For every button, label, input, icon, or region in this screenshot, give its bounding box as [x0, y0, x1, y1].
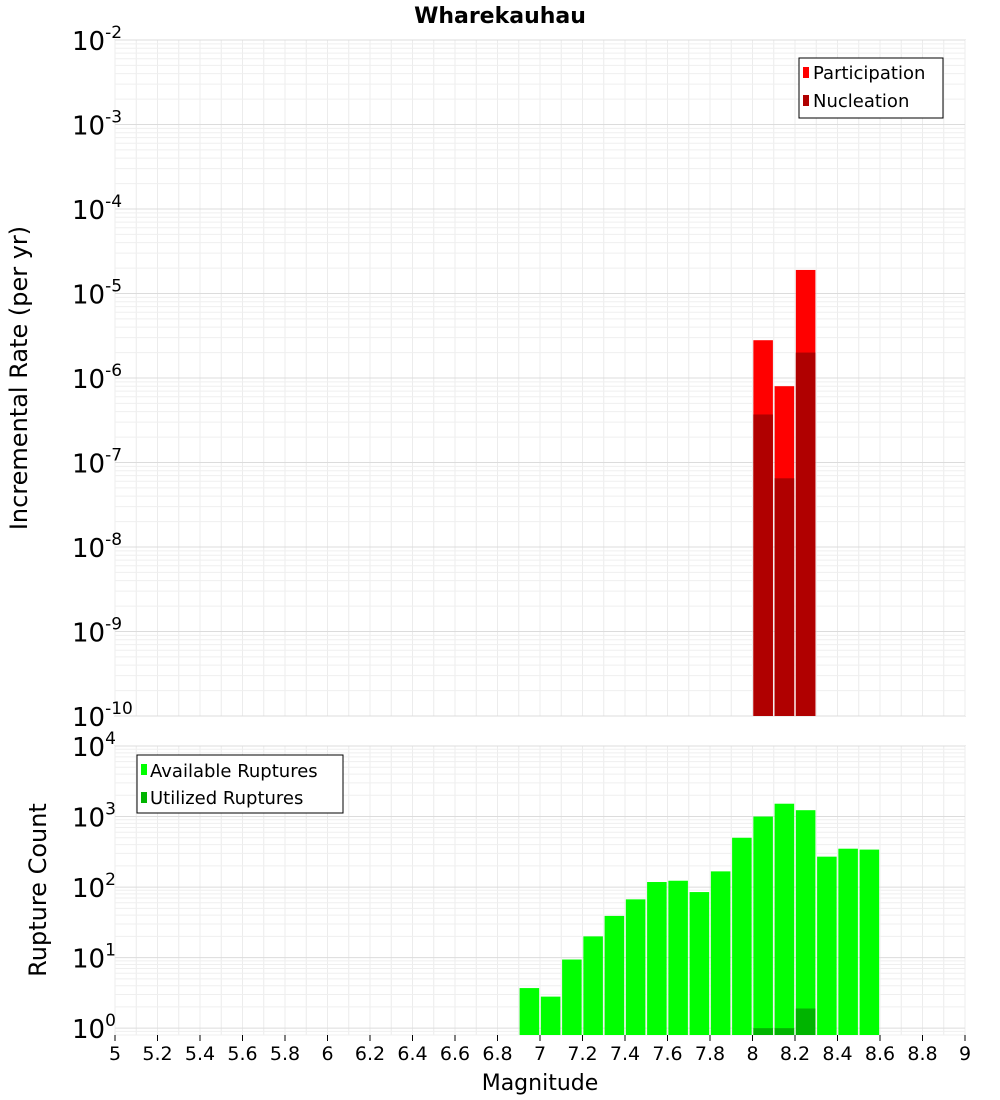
- legend-swatch-available: [141, 764, 147, 775]
- x-tick-label: 6.4: [397, 1043, 427, 1065]
- count-bar-a: [795, 810, 816, 1035]
- count-bars: [519, 803, 880, 1035]
- count-bar-a: [710, 871, 731, 1035]
- x-tick-label: 7.8: [695, 1043, 725, 1065]
- rate-bar-b: [795, 352, 816, 716]
- x-tick-label: 5.6: [227, 1043, 257, 1065]
- x-tick-label: 8: [746, 1043, 758, 1065]
- x-tick-label: 7.2: [567, 1043, 597, 1065]
- x-tick-label: 9: [959, 1043, 971, 1065]
- count-y-axis-label: Rupture Count: [24, 803, 52, 977]
- x-tick-label: 8.6: [865, 1043, 895, 1065]
- x-tick-label: 7: [534, 1043, 546, 1065]
- y-tick-label: 10-10: [72, 699, 133, 733]
- x-tick-label: 7.4: [610, 1043, 640, 1065]
- count-bar-b: [774, 1028, 795, 1035]
- rate-y-axis-label: Incremental Rate (per yr): [5, 226, 33, 530]
- y-tick-label: 102: [72, 870, 116, 904]
- count-bar-a: [817, 856, 837, 1035]
- count-legend-box: [136, 754, 344, 814]
- x-tick-label: 8.4: [822, 1043, 852, 1065]
- count-bar-a: [540, 996, 561, 1035]
- x-tick-labels: 5 5.2 5.4 5.6 5.8 6 6.2 6.4 6.6 6.8 7 7.2 7.4 7.6 7.8 8…: [109, 1035, 971, 1065]
- count-y-tick-labels: 100 101 102 103 104: [72, 729, 116, 1045]
- x-tick-label: 7.6: [652, 1043, 682, 1065]
- x-tick-label: 5.8: [270, 1043, 300, 1065]
- y-tick-label: 10-9: [72, 615, 122, 649]
- rate-gridlines: [114, 39, 966, 717]
- rate-panel: 10-10 10-9 10-8 10-7 10-6 10-5 10-4 10-3 10-2 In…: [5, 23, 966, 733]
- count-bar-a: [732, 837, 752, 1035]
- rate-bars: [753, 269, 816, 716]
- y-tick-label: 101: [72, 941, 116, 975]
- count-bar-a: [668, 880, 688, 1035]
- legend-label-nucleation: Nucleation: [813, 91, 909, 112]
- rate-bar-b: [774, 478, 795, 716]
- rate-y-tick-labels: 10-10 10-9 10-8 10-7 10-6 10-5 10-4 10-3 10-2: [72, 23, 133, 733]
- rate-legend: Participation Nucleation: [798, 57, 944, 119]
- y-tick-label: 10-4: [72, 192, 122, 226]
- legend-label-available: Available Ruptures: [150, 761, 318, 782]
- count-bar-a: [753, 816, 773, 1035]
- x-axis-label: Magnitude: [482, 1071, 599, 1096]
- y-tick-label: 10-3: [72, 108, 122, 142]
- count-bar-a: [838, 848, 858, 1035]
- count-bar-a: [583, 936, 603, 1035]
- count-bar-a: [625, 899, 646, 1035]
- chart-title: Wharekauhau: [414, 4, 586, 29]
- y-tick-label: 104: [72, 729, 116, 763]
- x-tick-label: 5: [109, 1043, 121, 1065]
- count-bar-a: [774, 803, 795, 1035]
- x-tick-label: 6.8: [482, 1043, 512, 1065]
- count-bar-a: [689, 892, 710, 1035]
- count-bar-a: [519, 988, 540, 1035]
- legend-swatch-participation: [803, 67, 809, 78]
- count-bar-a: [562, 959, 582, 1035]
- y-tick-label: 100: [72, 1011, 116, 1045]
- x-tick-label: 5.2: [142, 1043, 172, 1065]
- x-tick-label: 6.6: [440, 1043, 470, 1065]
- legend-label-utilized: Utilized Ruptures: [150, 788, 303, 809]
- rate-legend-box: [798, 57, 944, 119]
- y-tick-label: 10-5: [72, 277, 122, 311]
- x-tick-label: 6: [321, 1043, 333, 1065]
- y-tick-label: 10-8: [72, 530, 122, 564]
- legend-swatch-nucleation: [803, 95, 809, 106]
- y-tick-label: 10-2: [72, 23, 122, 57]
- count-bar-a: [647, 882, 667, 1035]
- legend-swatch-utilized: [141, 792, 147, 803]
- count-bar-a: [604, 915, 625, 1035]
- x-tick-label: 5.4: [185, 1043, 215, 1065]
- count-bar-b: [753, 1028, 773, 1035]
- x-tick-label: 8.2: [780, 1043, 810, 1065]
- count-legend: Available Ruptures Utilized Ruptures: [136, 754, 344, 814]
- rate-bar-b: [753, 414, 773, 716]
- count-panel: 100 101 102 103 104 5 5.2 5.4 5.6 5.8 6 6.2 6.4 6.6 6…: [24, 729, 971, 1096]
- count-bar-b: [795, 1008, 816, 1035]
- x-tick-label: 8.8: [907, 1043, 937, 1065]
- x-tick-label: 6.2: [355, 1043, 385, 1065]
- count-bar-a: [859, 849, 880, 1035]
- legend-label-participation: Participation: [813, 63, 925, 84]
- y-tick-label: 103: [72, 800, 116, 834]
- y-tick-label: 10-7: [72, 446, 122, 480]
- y-tick-label: 10-6: [72, 361, 122, 395]
